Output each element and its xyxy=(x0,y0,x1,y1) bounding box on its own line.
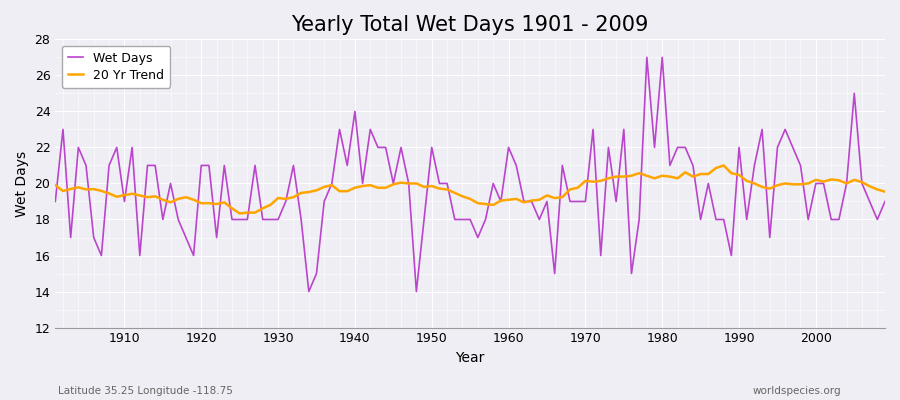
Wet Days xyxy=(503,145,514,150)
Wet Days xyxy=(879,199,890,204)
20 Yr Trend xyxy=(234,211,245,216)
20 Yr Trend xyxy=(288,195,299,200)
Wet Days xyxy=(303,289,314,294)
20 Yr Trend xyxy=(50,183,60,188)
X-axis label: Year: Year xyxy=(455,351,485,365)
Wet Days xyxy=(511,163,522,168)
20 Yr Trend xyxy=(503,197,514,202)
Title: Yearly Total Wet Days 1901 - 2009: Yearly Total Wet Days 1901 - 2009 xyxy=(292,15,649,35)
Wet Days xyxy=(642,55,652,60)
Legend: Wet Days, 20 Yr Trend: Wet Days, 20 Yr Trend xyxy=(61,46,170,88)
20 Yr Trend xyxy=(879,189,890,194)
Text: worldspecies.org: worldspecies.org xyxy=(753,386,842,396)
Text: Latitude 35.25 Longitude -118.75: Latitude 35.25 Longitude -118.75 xyxy=(58,386,233,396)
Wet Days xyxy=(281,199,292,204)
20 Yr Trend xyxy=(112,194,122,199)
Wet Days xyxy=(334,127,345,132)
Line: Wet Days: Wet Days xyxy=(55,57,885,292)
20 Yr Trend xyxy=(603,176,614,181)
20 Yr Trend xyxy=(718,163,729,168)
20 Yr Trend xyxy=(334,189,345,194)
Wet Days xyxy=(50,199,60,204)
20 Yr Trend xyxy=(511,196,522,201)
Y-axis label: Wet Days: Wet Days xyxy=(15,150,29,216)
Line: 20 Yr Trend: 20 Yr Trend xyxy=(55,166,885,214)
Wet Days xyxy=(112,145,122,150)
Wet Days xyxy=(603,145,614,150)
